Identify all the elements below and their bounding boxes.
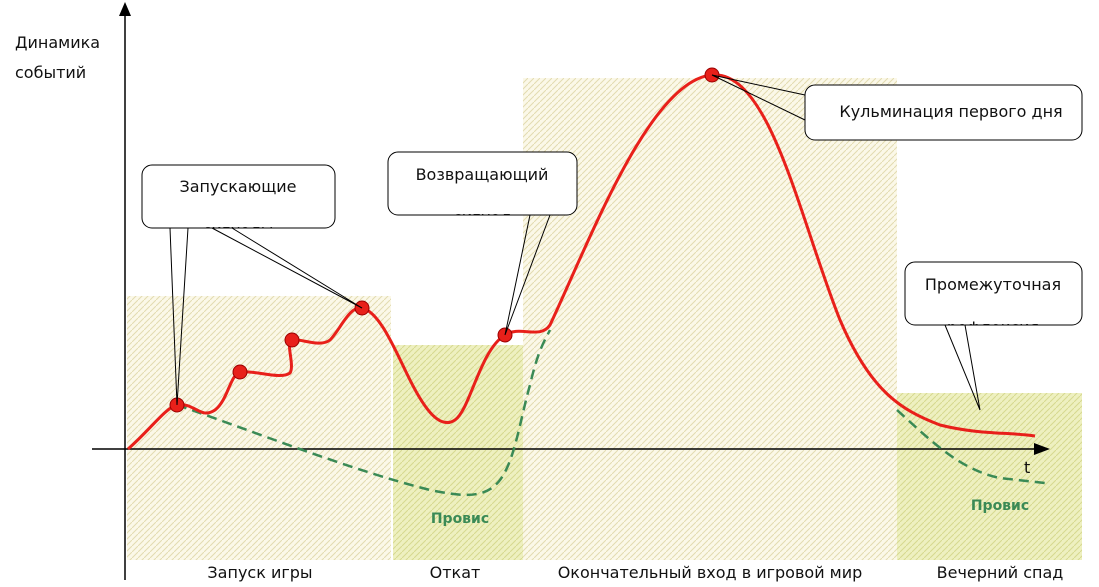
y-axis-label: событий bbox=[15, 63, 86, 82]
phase-zone bbox=[393, 345, 523, 560]
phase-label: Вечерний спад bbox=[937, 563, 1064, 582]
axis-arrow bbox=[119, 2, 131, 16]
phase-zone bbox=[127, 296, 391, 560]
callout-box bbox=[141, 164, 336, 229]
sag-curve bbox=[896, 409, 1046, 485]
signal-point bbox=[232, 364, 248, 380]
callout-box bbox=[387, 151, 578, 216]
x-axis-label: t bbox=[1024, 458, 1030, 477]
callout-pointers bbox=[169, 74, 981, 411]
callout-text: Запускающие bbox=[179, 177, 296, 196]
phase-label: Запуск игры bbox=[207, 563, 312, 582]
callout-box bbox=[804, 84, 1083, 141]
callout-text: Кульминация первого дня bbox=[839, 102, 1062, 121]
callout-text: сигналы bbox=[203, 221, 274, 240]
callout-text: Возвращающий bbox=[416, 165, 549, 184]
phase-label: Окончательный вход в игровой мир bbox=[558, 563, 863, 582]
sag-label: Провис bbox=[971, 498, 1029, 514]
y-axis-label: Динамика bbox=[15, 33, 100, 52]
callout-text: сигнал bbox=[453, 208, 511, 227]
axis-arrow bbox=[1034, 443, 1050, 455]
sag-label: Провис bbox=[431, 511, 489, 527]
phase-zone bbox=[523, 78, 897, 560]
callout-text: Промежуточная bbox=[925, 275, 1061, 294]
sag-curve bbox=[176, 329, 552, 497]
phase-label: Откат bbox=[430, 563, 481, 582]
signal-point bbox=[284, 332, 300, 348]
signal-points bbox=[169, 67, 720, 413]
callout-box bbox=[904, 261, 1083, 326]
callout-text: рефлексия bbox=[947, 318, 1039, 337]
